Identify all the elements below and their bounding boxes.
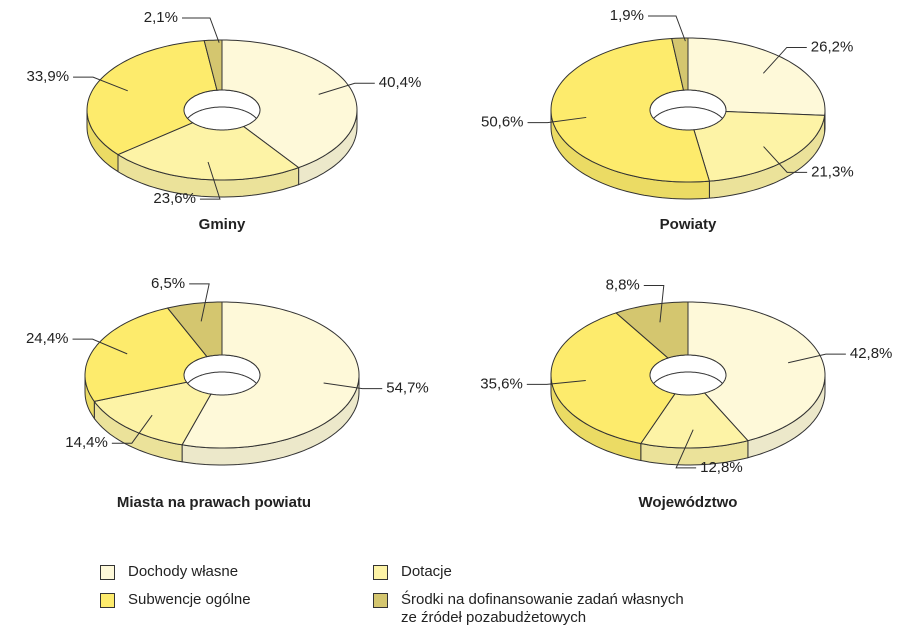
legend-label: Dochody własne xyxy=(128,563,239,580)
leader-line xyxy=(72,338,128,355)
value-label: 6,5% xyxy=(151,275,185,292)
legend-swatch xyxy=(373,593,388,608)
value-label: 2,1% xyxy=(144,9,178,26)
value-label: 42,8% xyxy=(850,345,893,362)
legend-label: Subwencje ogólne xyxy=(128,591,251,608)
value-label: 8,8% xyxy=(606,277,640,294)
value-label: 24,4% xyxy=(26,330,69,347)
legend-swatch xyxy=(373,565,388,580)
value-label: 21,3% xyxy=(811,163,854,180)
value-label: 54,7% xyxy=(386,380,429,397)
legend-swatch xyxy=(100,593,115,608)
legend-label: Dotacje xyxy=(401,563,452,580)
slice xyxy=(671,37,689,91)
value-label: 40,4% xyxy=(379,74,422,91)
leader-line xyxy=(318,82,375,95)
chart-title: Miasta na prawach powiatu xyxy=(117,494,311,511)
slice xyxy=(166,301,223,358)
slice xyxy=(203,39,223,91)
chart-title: Gminy xyxy=(199,216,246,233)
leader-line xyxy=(111,414,153,444)
slice xyxy=(615,301,689,359)
leader-line xyxy=(182,17,220,43)
value-label: 26,2% xyxy=(811,38,854,55)
leader-line xyxy=(762,46,807,74)
value-label: 12,8% xyxy=(700,459,743,476)
leader-line xyxy=(323,382,383,390)
value-label: 23,6% xyxy=(153,190,196,207)
leader-line xyxy=(648,15,686,42)
slice xyxy=(693,110,826,182)
legend-label: Środki na dofinansowanie zadań własnych … xyxy=(401,591,684,626)
value-label: 35,6% xyxy=(480,375,523,392)
leader-line xyxy=(763,146,808,173)
charts: 40,4% 23,6% 33,9% 2,1% Gminy 26,2% 21,3% 50,6% 1… xyxy=(26,7,893,511)
value-label: 1,9% xyxy=(610,7,644,24)
value-label: 33,9% xyxy=(27,68,70,85)
leader-line xyxy=(526,379,586,385)
leader-line xyxy=(189,283,210,322)
chart-title: Powiaty xyxy=(660,216,717,233)
value-label: 14,4% xyxy=(65,434,108,451)
leader-line xyxy=(73,76,128,92)
leader-line xyxy=(643,285,665,323)
leader-line xyxy=(527,116,587,124)
value-label: 50,6% xyxy=(481,114,524,131)
legend-swatch xyxy=(100,565,115,580)
leader-line xyxy=(675,429,697,469)
leader-line xyxy=(788,353,846,364)
chart-title: Województwo xyxy=(639,494,738,511)
leader-line xyxy=(199,161,221,200)
